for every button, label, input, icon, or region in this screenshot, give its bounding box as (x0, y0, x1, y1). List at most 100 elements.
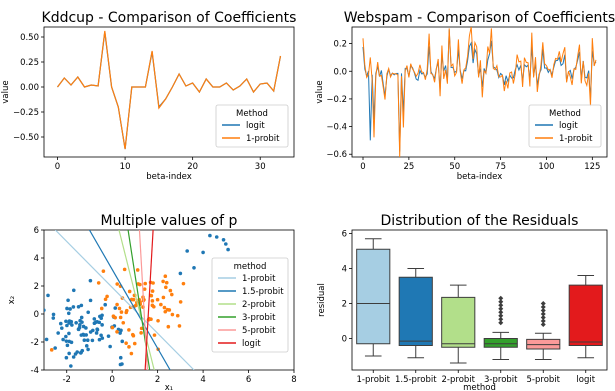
x-tick-label: 2 (155, 375, 160, 385)
point-class-a (73, 352, 78, 356)
point-class-b (118, 315, 123, 320)
box-logit (568, 275, 603, 359)
point-class-a (224, 242, 228, 246)
point-class-a (92, 321, 97, 326)
y-tick-label: 0.50 (20, 33, 39, 43)
y-axis-label: residual (317, 283, 327, 317)
point-class-a (88, 298, 93, 303)
point-class-a (74, 320, 78, 325)
point-class-a (221, 238, 226, 242)
outlier-point (540, 311, 546, 317)
outlier-point (540, 315, 546, 320)
point-class-b (124, 341, 128, 345)
point-class-a (84, 344, 89, 348)
y-tick-label: 0 (342, 335, 347, 345)
series-line-1-probit (57, 30, 282, 150)
y-axis-label: value (1, 80, 11, 103)
point-class-a (76, 304, 81, 309)
point-class-a (67, 331, 71, 336)
point-class-b (127, 289, 132, 294)
legend-box (528, 104, 602, 148)
point-class-a (92, 317, 97, 321)
y-tick-label: 2 (34, 282, 39, 292)
point-class-b (149, 293, 154, 298)
point-class-a (53, 346, 57, 350)
point-class-b (117, 306, 122, 311)
point-class-b (150, 289, 155, 293)
chart-title: Kddcup - Comparison of Coefficients (42, 10, 297, 26)
x-tick-label: 5-probit (527, 375, 561, 385)
point-class-b (115, 330, 119, 334)
point-class-a (66, 311, 71, 316)
point-class-a (51, 316, 56, 320)
x-tick-label: logit (576, 375, 595, 385)
chart-4: Distribution of the Residuals 0 2 4 6 method r… (317, 213, 608, 391)
point-class-a (118, 331, 122, 335)
point-class-b (143, 281, 148, 286)
point-class-a (69, 340, 74, 345)
point-class-a (94, 331, 99, 335)
point-class-a (79, 315, 84, 320)
y-axis-label: x₂ (7, 296, 17, 304)
legend-box (215, 104, 289, 148)
x-tick-label: 4 (200, 375, 205, 385)
point-class-a (71, 305, 76, 309)
x-tick-label: 25 (403, 162, 414, 172)
x-axis-label: beta-index (146, 172, 192, 182)
point-class-b (159, 302, 163, 307)
box-iqr (441, 296, 476, 348)
point-class-a (37, 320, 41, 324)
x-tick-label: 75 (495, 162, 506, 172)
point-class-b (161, 295, 166, 300)
legend-title: method (234, 262, 267, 272)
point-class-b (115, 302, 119, 307)
point-class-b (177, 324, 182, 328)
point-class-a (61, 337, 65, 342)
legend-entry: logit (559, 121, 578, 131)
point-class-a (208, 233, 212, 238)
x-tick-label: 125 (584, 162, 600, 172)
point-class-b (124, 308, 129, 313)
x-tick-label: 50 (449, 162, 460, 172)
point-class-a (108, 344, 112, 349)
point-class-a (44, 337, 49, 342)
point-class-b (150, 299, 155, 303)
y-tick-label: 4 (34, 254, 39, 264)
point-class-b (49, 348, 54, 352)
y-tick-label: −0.25 (13, 108, 39, 118)
chart-title: Webspam - Comparison of Coefficients (344, 10, 615, 26)
point-class-b (164, 285, 168, 290)
point-class-a (64, 339, 69, 343)
point-class-a (86, 310, 90, 315)
point-class-a (79, 333, 84, 337)
point-class-a (65, 323, 69, 328)
point-class-b (152, 305, 156, 309)
point-class-a (86, 347, 90, 352)
point-class-b (142, 287, 147, 291)
point-class-a (90, 338, 95, 343)
box-1-probit (356, 238, 391, 357)
point-class-b (127, 328, 131, 332)
chart-title: Distribution of the Residuals (381, 213, 579, 229)
legend-entry: logit (246, 121, 265, 131)
point-class-b (165, 307, 170, 312)
point-class-b (162, 305, 167, 310)
x-axis-label: x₁ (165, 383, 173, 391)
legend-box (211, 257, 289, 353)
point-class-a (118, 355, 123, 360)
point-class-a (185, 249, 189, 253)
point-class-b (111, 314, 116, 319)
outlier-point (498, 320, 504, 326)
point-class-b (131, 297, 136, 302)
outlier-point (498, 309, 504, 315)
point-class-b (103, 297, 108, 302)
point-class-b (135, 268, 140, 272)
point-class-b (151, 281, 155, 285)
point-class-a (103, 302, 108, 307)
point-class-b (149, 317, 153, 321)
outlier-point (540, 318, 546, 324)
point-class-a (60, 326, 64, 330)
y-tick-label: −0.2 (326, 95, 347, 105)
point-class-a (226, 247, 230, 252)
point-class-b (155, 297, 160, 302)
